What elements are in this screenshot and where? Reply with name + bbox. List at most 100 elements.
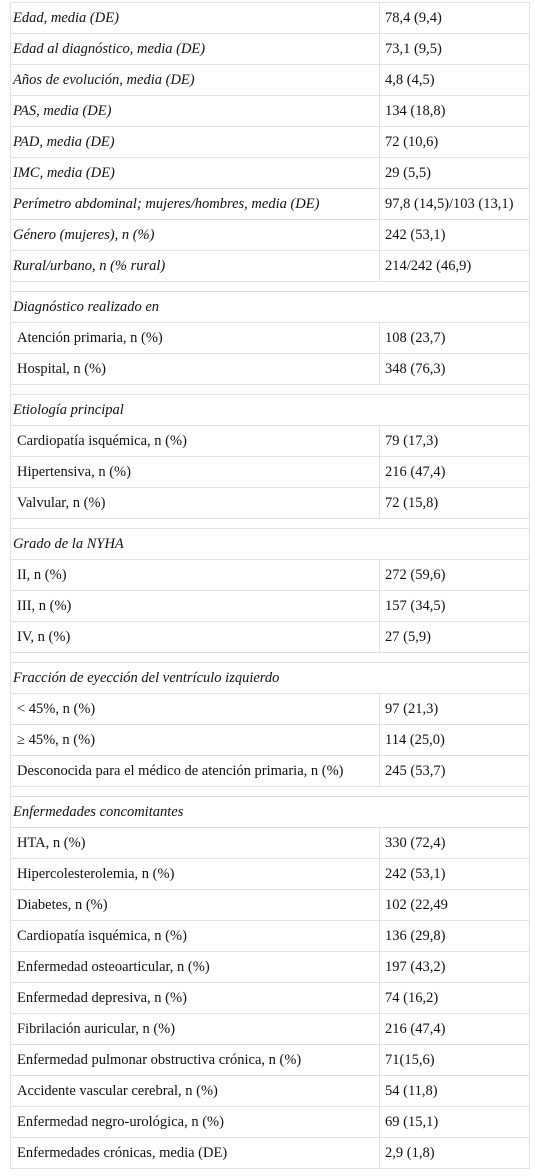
row-label: Valvular, n (%) (10, 487, 380, 519)
row-label: Años de evolución, media (DE) (10, 64, 380, 96)
row-value: 197 (43,2) (379, 951, 530, 983)
table-row: Accidente vascular cerebral, n (%) 54 (11… (10, 1075, 530, 1107)
row-label: III, n (%) (10, 590, 380, 622)
table-row: IMC, media (DE) 29 (5,5) (10, 157, 530, 189)
table-row: Edad al diagnóstico, media (DE) 73,1 (9,5… (10, 33, 530, 65)
row-value: 97 (21,3) (379, 693, 530, 725)
row-label: ≥ 45%, n (%) (10, 724, 380, 756)
table-row: II, n (%) 272 (59,6) (10, 559, 530, 591)
section-header-row: Fracción de eyección del ventrículo izqu… (10, 662, 530, 694)
row-label: IMC, media (DE) (10, 157, 380, 189)
row-value: 54 (11,8) (379, 1075, 530, 1107)
section-header-row: Grado de la NYHA (10, 528, 530, 560)
row-value: 108 (23,7) (379, 322, 530, 354)
row-label: Edad al diagnóstico, media (DE) (10, 33, 380, 65)
section-title: Grado de la NYHA (10, 528, 530, 560)
row-label: PAS, media (DE) (10, 95, 380, 127)
row-value: 134 (18,8) (379, 95, 530, 127)
row-label: IV, n (%) (10, 621, 380, 653)
section-title: Fracción de eyección del ventrículo izqu… (10, 662, 530, 694)
row-label: Desconocida para el médico de atención p… (10, 755, 380, 787)
data-table: Edad, media (DE) 78,4 (9,4) Edad al diagnó… (10, 2, 530, 1169)
spacer-cell (10, 281, 530, 292)
row-label: Enfermedades crónicas, media (DE) (10, 1137, 380, 1169)
row-label: Accidente vascular cerebral, n (%) (10, 1075, 380, 1107)
row-value: 102 (22,49 (379, 889, 530, 921)
table-row: Hipertensiva, n (%) 216 (47,4) (10, 456, 530, 488)
row-value: 157 (34,5) (379, 590, 530, 622)
row-value: 79 (17,3) (379, 425, 530, 457)
section-header-row: Etiología principal (10, 394, 530, 426)
table-row: Cardiopatía isquémica, n (%) 79 (17,3) (10, 425, 530, 457)
row-value: 73,1 (9,5) (379, 33, 530, 65)
table-row: Género (mujeres), n (%) 242 (53,1) (10, 219, 530, 251)
table-row: Enfermedad negro-urológica, n (%) 69 (15,… (10, 1106, 530, 1138)
spacer-row (10, 384, 530, 395)
row-value: 242 (53,1) (379, 858, 530, 890)
table-row: Enfermedad osteoarticular, n (%) 197 (43,… (10, 951, 530, 983)
spacer-row (10, 281, 530, 292)
row-label: Hipercolesterolemia, n (%) (10, 858, 380, 890)
row-label: Cardiopatía isquémica, n (%) (10, 425, 380, 457)
table-row: Desconocida para el médico de atención p… (10, 755, 530, 787)
row-value: 2,9 (1,8) (379, 1137, 530, 1169)
row-value: 72 (10,6) (379, 126, 530, 158)
row-label: Edad, media (DE) (10, 2, 380, 34)
table-row: Perímetro abdominal; mujeres/hombres, me… (10, 188, 530, 220)
spacer-cell (10, 384, 530, 395)
row-value: 27 (5,9) (379, 621, 530, 653)
row-label: Perímetro abdominal; mujeres/hombres, me… (10, 188, 380, 220)
table-row: Enfermedad depresiva, n (%) 74 (16,2) (10, 982, 530, 1014)
row-label: HTA, n (%) (10, 827, 380, 859)
section-title: Enfermedades concomitantes (10, 796, 530, 828)
section-title: Diagnóstico realizado en (10, 291, 530, 323)
table-row: Hipercolesterolemia, n (%) 242 (53,1) (10, 858, 530, 890)
table-row: Atención primaria, n (%) 108 (23,7) (10, 322, 530, 354)
row-label: Enfermedad depresiva, n (%) (10, 982, 380, 1014)
row-label: Rural/urbano, n (% rural) (10, 250, 380, 282)
row-value: 4,8 (4,5) (379, 64, 530, 96)
row-value: 71(15,6) (379, 1044, 530, 1076)
table-row: III, n (%) 157 (34,5) (10, 590, 530, 622)
table-row: IV, n (%) 27 (5,9) (10, 621, 530, 653)
table-row: Rural/urbano, n (% rural) 214/242 (46,9) (10, 250, 530, 282)
row-label: Hipertensiva, n (%) (10, 456, 380, 488)
row-value: 216 (47,4) (379, 1013, 530, 1045)
row-label: PAD, media (DE) (10, 126, 380, 158)
table-row: Hospital, n (%) 348 (76,3) (10, 353, 530, 385)
table-row: Cardiopatía isquémica, n (%) 136 (29,8) (10, 920, 530, 952)
row-value: 78,4 (9,4) (379, 2, 530, 34)
spacer-row (10, 786, 530, 797)
row-value: 272 (59,6) (379, 559, 530, 591)
row-value: 114 (25,0) (379, 724, 530, 756)
spacer-cell (10, 652, 530, 663)
row-value: 72 (15,8) (379, 487, 530, 519)
row-value: 69 (15,1) (379, 1106, 530, 1138)
table-row: PAS, media (DE) 134 (18,8) (10, 95, 530, 127)
row-label: Diabetes, n (%) (10, 889, 380, 921)
table-row: ≥ 45%, n (%) 114 (25,0) (10, 724, 530, 756)
row-value: 136 (29,8) (379, 920, 530, 952)
row-value: 242 (53,1) (379, 219, 530, 251)
table-row: PAD, media (DE) 72 (10,6) (10, 126, 530, 158)
row-label: Cardiopatía isquémica, n (%) (10, 920, 380, 952)
spacer-row (10, 652, 530, 663)
spacer-cell (10, 518, 530, 529)
table-row: Fibrilación auricular, n (%) 216 (47,4) (10, 1013, 530, 1045)
row-value: 245 (53,7) (379, 755, 530, 787)
row-label: Enfermedad negro-urológica, n (%) (10, 1106, 380, 1138)
row-label: Género (mujeres), n (%) (10, 219, 380, 251)
row-value: 97,8 (14,5)/103 (13,1) (379, 188, 530, 220)
table-row: Enfermedad pulmonar obstructiva crónica,… (10, 1044, 530, 1076)
row-value: 214/242 (46,9) (379, 250, 530, 282)
spacer-row (10, 518, 530, 529)
row-label: Enfermedad osteoarticular, n (%) (10, 951, 380, 983)
row-label: Atención primaria, n (%) (10, 322, 380, 354)
row-value: 348 (76,3) (379, 353, 530, 385)
row-value: 29 (5,5) (379, 157, 530, 189)
section-title: Etiología principal (10, 394, 530, 426)
table-row: Valvular, n (%) 72 (15,8) (10, 487, 530, 519)
row-label: II, n (%) (10, 559, 380, 591)
row-label: < 45%, n (%) (10, 693, 380, 725)
